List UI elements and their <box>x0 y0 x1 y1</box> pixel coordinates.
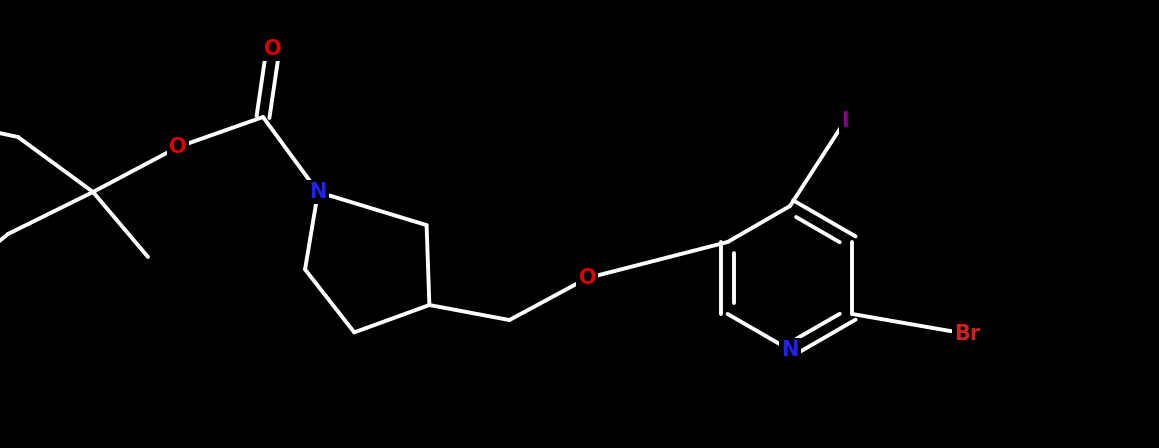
Text: O: O <box>578 268 596 288</box>
Text: N: N <box>781 340 799 360</box>
Text: Br: Br <box>954 324 981 344</box>
Text: O: O <box>264 39 282 59</box>
Text: I: I <box>841 111 848 131</box>
Text: N: N <box>309 182 327 202</box>
Text: O: O <box>169 137 187 157</box>
